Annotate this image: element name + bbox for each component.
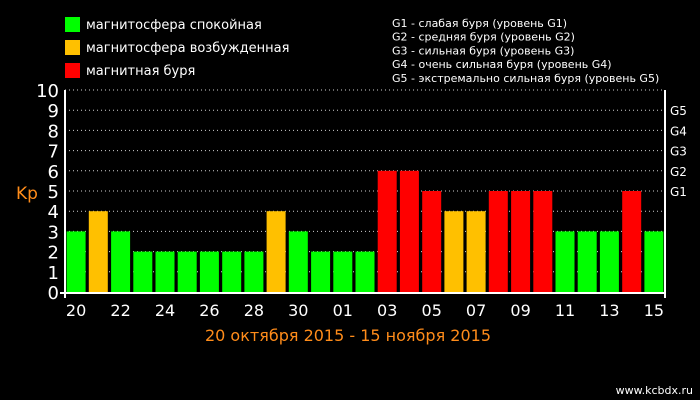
bar — [66, 231, 86, 292]
legend-swatch-active — [65, 40, 80, 55]
legend-label-quiet: магнитосфера спокойная — [86, 18, 262, 33]
bar — [466, 211, 486, 292]
bar — [377, 170, 397, 292]
x-tick-label: 11 — [555, 301, 575, 320]
bar — [511, 191, 531, 292]
grid — [65, 89, 665, 273]
y-tick-label: 3 — [48, 222, 59, 243]
x-tick-label: 26 — [199, 301, 219, 320]
legend-label-storm: магнитная буря — [86, 64, 195, 79]
x-tick-label: 28 — [244, 301, 264, 320]
y-tick-label: 1 — [48, 263, 59, 284]
bar — [533, 191, 553, 292]
bar — [133, 251, 153, 292]
axes — [60, 90, 666, 298]
y-tick-label: 5 — [48, 182, 59, 203]
bar — [266, 211, 286, 292]
bar — [311, 251, 331, 292]
bar — [555, 231, 575, 292]
storm-level-tick: G4 — [670, 124, 687, 138]
storm-level-tick: G3 — [670, 145, 687, 159]
x-tick-label: 03 — [377, 301, 397, 320]
bar — [622, 191, 642, 292]
x-tick-label: 20 — [66, 301, 86, 320]
bar — [88, 211, 108, 292]
legend-swatch-quiet — [65, 17, 80, 32]
storm-level-tick: G5 — [670, 104, 687, 118]
legend-label-active: магнитосфера возбужденная — [86, 41, 289, 56]
period-label: 20 октября 2015 - 15 ноября 2015 — [205, 326, 491, 345]
bar — [488, 191, 508, 292]
legend: магнитосфера спокойная магнитосфера возбу… — [65, 17, 289, 79]
x-tick-label: 15 — [644, 301, 664, 320]
bar — [244, 251, 264, 292]
x-tick-label: 07 — [466, 301, 486, 320]
storm-legend-item: G2 - средняя буря (уровень G2) — [392, 31, 575, 44]
bar — [111, 231, 131, 292]
bar — [444, 211, 464, 292]
y-tick-label: 4 — [48, 202, 59, 223]
bars — [66, 170, 664, 292]
legend-swatch-storm — [65, 63, 80, 78]
storm-legend-item: G5 - экстремально сильная буря (уровень … — [392, 72, 659, 85]
y-axis-label: Kp — [16, 184, 38, 204]
y-tick-label: 10 — [36, 81, 59, 102]
storm-level-tick: G1 — [670, 185, 687, 199]
y-tick-label: 0 — [48, 283, 59, 304]
y-tick-label: 7 — [48, 142, 59, 163]
y-tick-label: 9 — [48, 101, 59, 122]
y-tick-label: 8 — [48, 121, 59, 142]
storm-level-tick: G2 — [670, 165, 687, 179]
bar — [155, 251, 175, 292]
bar — [599, 231, 619, 292]
storm-legend-item: G1 - слабая буря (уровень G1) — [392, 17, 567, 30]
bar — [199, 251, 219, 292]
x-tick-label: 30 — [288, 301, 308, 320]
x-tick-label: 01 — [333, 301, 353, 320]
bar — [177, 251, 197, 292]
x-tick-label: 22 — [110, 301, 130, 320]
x-tick-labels: 20 22 24 26 28 30 01 03 05 07 09 11 13 15 — [66, 301, 664, 320]
y-tick-label: 2 — [48, 243, 59, 264]
storm-legend-item: G3 - сильная буря (уровень G3) — [392, 44, 574, 57]
x-tick-label: 05 — [422, 301, 442, 320]
storm-level-legend: G1 - слабая буря (уровень G1)G2 - средня… — [392, 17, 659, 85]
storm-level-tick-labels: G1 G2 G3 G4 G5 — [670, 104, 687, 199]
bar — [577, 231, 597, 292]
x-tick-label: 09 — [510, 301, 530, 320]
bar — [222, 251, 242, 292]
x-tick-label: 24 — [155, 301, 175, 320]
bar — [288, 231, 308, 292]
bar — [422, 191, 442, 292]
bar — [355, 251, 375, 292]
storm-legend-item: G4 - очень сильная буря (уровень G4) — [392, 58, 612, 71]
bar — [644, 231, 664, 292]
site-watermark: www.kcbdx.ru — [616, 384, 693, 397]
bar — [399, 170, 419, 292]
x-tick-label: 13 — [599, 301, 619, 320]
bar — [333, 251, 353, 292]
y-tick-label: 6 — [48, 162, 59, 183]
